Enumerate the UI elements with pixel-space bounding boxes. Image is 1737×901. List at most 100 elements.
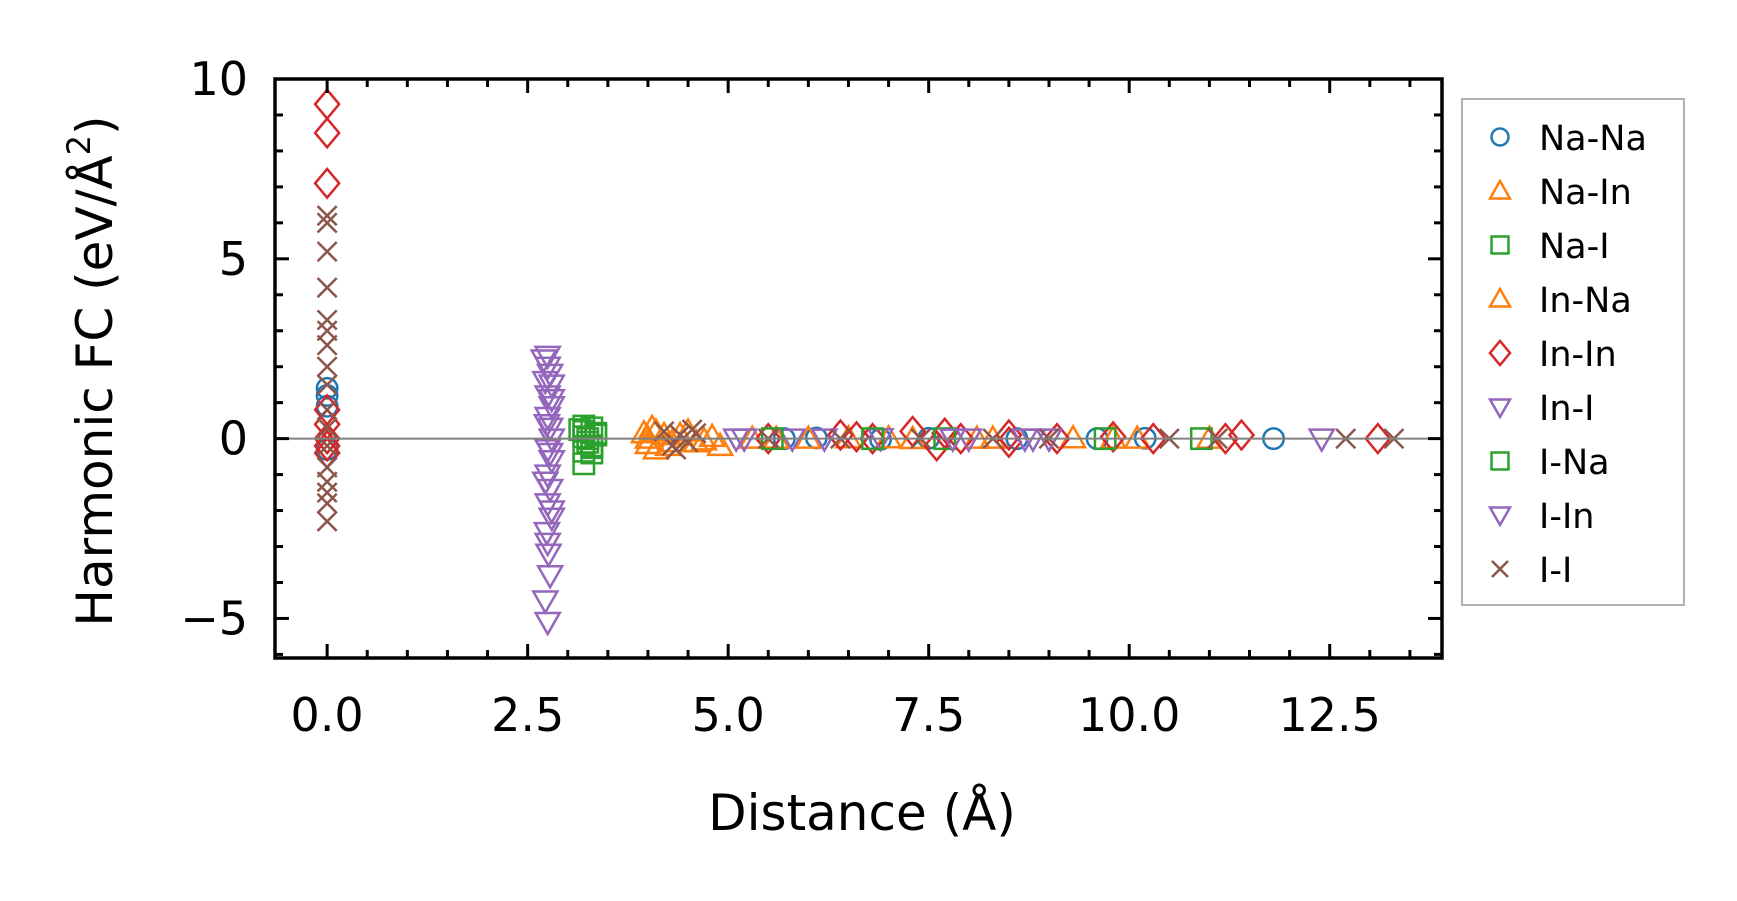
point-i-i bbox=[316, 356, 338, 378]
point-i-in bbox=[535, 442, 565, 468]
point-in-i bbox=[954, 428, 983, 454]
point-in-in bbox=[313, 429, 341, 463]
x-tick-label: 12.5 bbox=[1279, 688, 1381, 742]
legend-label-na-in: Na-In bbox=[1539, 173, 1632, 213]
point-na-na bbox=[315, 376, 339, 400]
y-axis-label: Harmonic FC (eV/Å2) bbox=[60, 115, 124, 626]
legend-label-in-i: In-I bbox=[1539, 389, 1594, 429]
point-i-i bbox=[316, 417, 338, 439]
y-tick-label: −5 bbox=[180, 591, 248, 645]
point-i-in bbox=[531, 471, 560, 497]
x-tick-label: 10.0 bbox=[1078, 688, 1180, 742]
x-axis-label: Distance (Å) bbox=[708, 784, 1016, 842]
point-in-i bbox=[1034, 428, 1064, 454]
legend-label-na-na: Na-Na bbox=[1539, 119, 1647, 159]
series-in-in bbox=[313, 87, 1392, 470]
legend-marker-i-i bbox=[1491, 560, 1509, 578]
point-i-i bbox=[316, 374, 338, 396]
point-in-in bbox=[858, 422, 887, 455]
point-in-i bbox=[537, 507, 566, 533]
legend-marker-na-in bbox=[1487, 178, 1513, 200]
point-in-in bbox=[754, 422, 782, 455]
point-in-in bbox=[1099, 420, 1127, 454]
point-i-i bbox=[316, 277, 338, 299]
y-tick-label: 0 bbox=[219, 412, 248, 466]
point-in-in bbox=[1139, 422, 1167, 455]
point-in-na bbox=[633, 424, 663, 449]
point-i-i bbox=[316, 510, 338, 532]
point-in-in bbox=[1227, 418, 1256, 452]
point-in-i bbox=[1307, 428, 1336, 454]
point-i-in bbox=[529, 349, 558, 375]
x-tick-label: 7.5 bbox=[892, 688, 965, 742]
point-i-na bbox=[580, 434, 604, 458]
point-i-i bbox=[316, 399, 338, 421]
point-i-in bbox=[1018, 428, 1048, 454]
plot-marks bbox=[313, 87, 1405, 637]
point-na-i bbox=[572, 452, 596, 476]
legend-marker-i-in bbox=[1487, 506, 1513, 528]
point-in-in bbox=[1364, 422, 1392, 455]
point-in-in bbox=[313, 87, 341, 121]
point-na-in bbox=[705, 431, 735, 457]
y-axis-label-main: Harmonic FC (eV/Å bbox=[66, 155, 124, 626]
point-in-i bbox=[535, 565, 565, 590]
point-i-i bbox=[316, 205, 338, 227]
point-na-na bbox=[315, 437, 339, 461]
point-i-in bbox=[938, 428, 967, 454]
legend-label-i-in: I-In bbox=[1539, 497, 1594, 537]
point-in-in bbox=[1043, 422, 1071, 455]
point-in-in bbox=[923, 429, 951, 463]
point-i-in bbox=[730, 428, 759, 454]
point-in-in bbox=[947, 422, 975, 455]
legend-label-i-i: I-I bbox=[1539, 551, 1572, 591]
point-i-in bbox=[534, 543, 563, 569]
point-i-in bbox=[537, 388, 566, 414]
legend-label-in-in: In-In bbox=[1539, 335, 1617, 375]
point-i-i bbox=[316, 492, 338, 514]
point-i-i bbox=[316, 212, 338, 234]
point-in-in bbox=[313, 116, 341, 150]
point-i-i bbox=[316, 334, 338, 356]
point-in-i bbox=[533, 464, 562, 490]
point-i-i bbox=[316, 482, 338, 504]
point-in-in bbox=[313, 166, 341, 200]
point-i-na bbox=[572, 439, 596, 463]
y-tick-label: 10 bbox=[189, 52, 248, 106]
legend-marker-na-na bbox=[1490, 127, 1510, 147]
point-in-na bbox=[697, 422, 727, 448]
point-i-in bbox=[532, 413, 562, 439]
point-i-i bbox=[665, 438, 687, 460]
legend-marker-i-na bbox=[1490, 451, 1510, 471]
point-i-i bbox=[316, 471, 338, 493]
point-in-i bbox=[533, 611, 562, 637]
legend-marker-in-i bbox=[1487, 398, 1513, 420]
legend: Na-Na Na-In Na-I In-Na In-In In-I I-Na I-In I-I bbox=[1461, 98, 1685, 606]
point-in-in bbox=[1211, 422, 1240, 455]
legend-label-in-na: In-Na bbox=[1539, 281, 1632, 321]
axes: 0.0 2.5 5.0 7.5 10.0 12.5 −5 0 5 10 bbox=[180, 52, 1444, 742]
legend-label-i-na: I-Na bbox=[1539, 443, 1610, 483]
point-in-i bbox=[778, 428, 807, 454]
point-i-in bbox=[531, 370, 560, 396]
series-in-i bbox=[533, 345, 1336, 637]
point-i-in bbox=[532, 521, 562, 547]
point-i-na bbox=[584, 421, 608, 445]
point-i-i bbox=[316, 241, 338, 263]
point-in-na bbox=[794, 424, 823, 449]
x-tick-label: 0.0 bbox=[291, 688, 364, 742]
series-i-in bbox=[529, 349, 1048, 615]
point-i-i bbox=[681, 419, 703, 441]
legend-label-na-i: Na-I bbox=[1539, 227, 1610, 267]
x-tick-label: 2.5 bbox=[491, 688, 564, 742]
series-i-i bbox=[316, 205, 1405, 532]
point-in-i bbox=[537, 449, 566, 475]
y-axis-label-close: ) bbox=[66, 115, 124, 135]
point-i-in bbox=[537, 500, 566, 526]
plot-frame bbox=[273, 77, 1444, 660]
legend-marker-na-i bbox=[1490, 235, 1510, 255]
x-tick-label: 5.0 bbox=[692, 688, 765, 742]
point-i-in bbox=[531, 590, 560, 615]
y-axis-label-sup: 2 bbox=[60, 135, 98, 155]
